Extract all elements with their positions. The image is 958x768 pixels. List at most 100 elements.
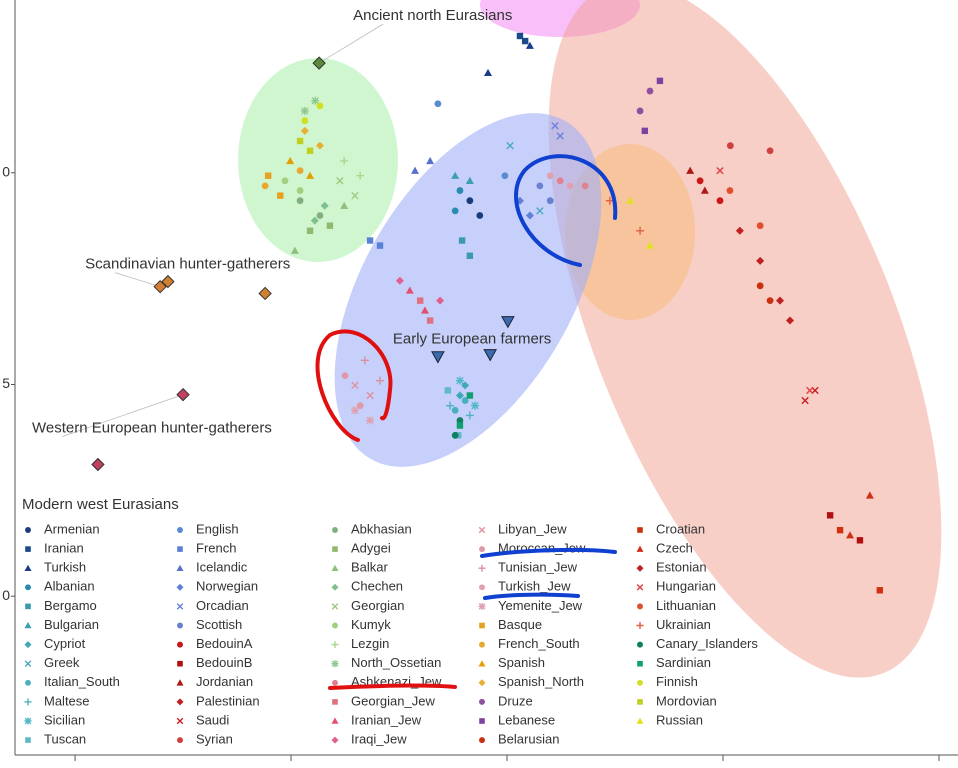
point bbox=[766, 297, 774, 305]
point bbox=[479, 546, 485, 553]
point bbox=[626, 196, 635, 204]
annotation: Western European hunter-gatherers bbox=[32, 420, 272, 437]
point bbox=[826, 512, 834, 519]
point bbox=[479, 641, 485, 648]
point bbox=[340, 156, 349, 165]
legend-label: Spanish bbox=[498, 655, 545, 670]
point bbox=[636, 717, 644, 724]
ellipse bbox=[334, 113, 602, 467]
point bbox=[351, 191, 359, 200]
legend-label: Czech bbox=[656, 541, 693, 556]
point bbox=[756, 282, 764, 290]
legend-label: Jordanian bbox=[196, 674, 253, 689]
point bbox=[806, 386, 814, 395]
point bbox=[451, 431, 459, 439]
point bbox=[431, 351, 445, 364]
point bbox=[258, 286, 272, 301]
point bbox=[756, 222, 764, 230]
legend-label: Yemenite_Jew bbox=[498, 598, 583, 613]
point bbox=[306, 227, 314, 234]
point bbox=[445, 401, 454, 410]
point bbox=[776, 296, 785, 305]
point bbox=[24, 698, 32, 706]
point bbox=[536, 207, 544, 215]
point bbox=[785, 316, 794, 325]
point bbox=[636, 107, 644, 115]
point bbox=[637, 603, 643, 610]
legend-label: Cypriot bbox=[44, 636, 86, 651]
point bbox=[516, 32, 524, 40]
point bbox=[434, 100, 442, 108]
point bbox=[656, 77, 664, 85]
point bbox=[458, 237, 466, 244]
point bbox=[766, 147, 774, 155]
point bbox=[465, 176, 474, 185]
point bbox=[311, 96, 320, 105]
point bbox=[525, 211, 534, 220]
point bbox=[153, 279, 167, 294]
legend-label: Ukrainian bbox=[656, 617, 711, 632]
point bbox=[340, 201, 349, 209]
point bbox=[25, 527, 31, 533]
point bbox=[546, 172, 554, 180]
legend-title: Modern west Eurasians bbox=[22, 496, 179, 513]
point bbox=[356, 402, 364, 410]
legend-label: Albanian bbox=[44, 579, 95, 594]
point bbox=[525, 41, 534, 49]
legend-label: Syrian bbox=[196, 732, 233, 747]
point bbox=[376, 242, 384, 249]
legend-label: Italian_South bbox=[44, 674, 120, 689]
point bbox=[24, 717, 32, 725]
point bbox=[332, 622, 338, 629]
point bbox=[716, 166, 724, 175]
point bbox=[566, 182, 574, 190]
point bbox=[310, 216, 319, 225]
point bbox=[176, 698, 184, 706]
point bbox=[331, 736, 339, 744]
point bbox=[546, 197, 554, 205]
legend-label: Turkish_Jew bbox=[498, 579, 571, 594]
point bbox=[360, 356, 369, 365]
legend-label: Iraqi_Jew bbox=[351, 732, 407, 747]
point bbox=[332, 546, 338, 552]
point bbox=[636, 622, 644, 629]
legend-label: North_Ossetian bbox=[351, 655, 441, 670]
legend-label: BedouinA bbox=[196, 636, 253, 651]
point bbox=[646, 241, 655, 249]
point bbox=[281, 177, 289, 185]
legend-label: Iranian_Jew bbox=[351, 712, 422, 727]
scribbles bbox=[315, 154, 618, 690]
point bbox=[536, 182, 544, 190]
point bbox=[426, 317, 434, 324]
legend-label: Croatian bbox=[656, 521, 705, 536]
point bbox=[426, 156, 435, 165]
legend-label: Sicilian bbox=[44, 712, 85, 727]
legend-label: Lezgin bbox=[351, 636, 389, 651]
legend-label: Kumyk bbox=[351, 617, 391, 632]
legend: Armenian Iranian Turkish Albanian Bergamo Bul… bbox=[24, 521, 758, 747]
point bbox=[726, 142, 734, 150]
point bbox=[277, 192, 284, 199]
point bbox=[25, 546, 31, 552]
legend-label: Orcadian bbox=[196, 598, 249, 613]
plot: Ancient north Eurasians Scandinavian hunt… bbox=[32, 7, 884, 594]
point bbox=[395, 276, 404, 285]
point bbox=[686, 166, 695, 174]
point bbox=[696, 177, 704, 185]
legend-label: Lebanese bbox=[498, 712, 555, 727]
point bbox=[405, 286, 414, 294]
point bbox=[636, 545, 644, 552]
legend-label: Tuscan bbox=[44, 732, 86, 747]
legend-label: Scottish bbox=[196, 617, 242, 632]
legend-label: Lithuanian bbox=[656, 598, 716, 613]
point bbox=[735, 226, 744, 235]
leader-line bbox=[61, 394, 184, 438]
legend-label: Bergamo bbox=[44, 598, 97, 613]
point bbox=[341, 372, 349, 379]
point bbox=[865, 491, 874, 499]
point bbox=[478, 602, 486, 610]
point bbox=[177, 660, 183, 667]
point bbox=[331, 660, 339, 668]
point bbox=[416, 297, 424, 304]
group-ellipses bbox=[238, 0, 942, 678]
